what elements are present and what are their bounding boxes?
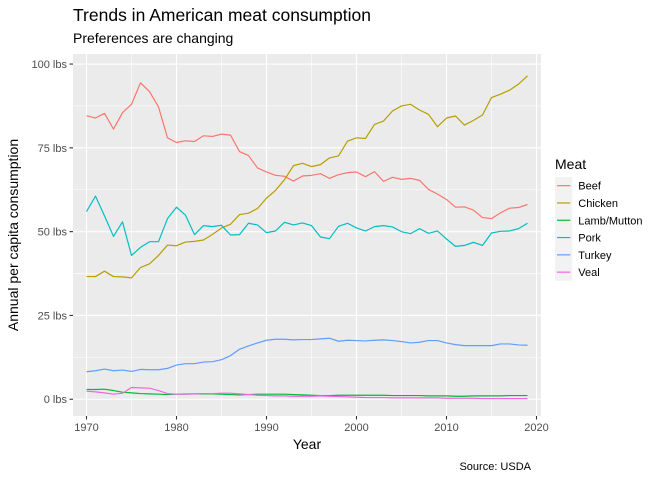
x-tick-label: 1990 [254,422,278,434]
series-line-beef [86,82,528,220]
series-line-veal [86,386,528,400]
minor-gridlines [73,54,541,416]
x-tick-label: 2020 [524,422,548,434]
legend-item-veal: Veal [555,263,600,281]
legend-label: Beef [578,181,602,193]
legend-items: Beef Chicken Lamb/Mutton Pork Turkey Veal [555,177,643,281]
legend-label: Pork [578,233,601,245]
legend-item-beef: Beef [555,177,602,195]
series-lines [85,75,528,400]
series-line-lamb-mutton [86,388,528,397]
chart-caption: Source: USDA [459,461,531,473]
x-tick-label: 1970 [74,422,98,434]
legend-label: Lamb/Mutton [578,215,642,227]
chart-title: Trends in American meat consumption [73,5,371,25]
series-line-turkey [86,337,528,373]
y-axis: 0 lbs 25 lbs 50 lbs 75 lbs 100 lbs [32,59,73,406]
legend-item-turkey: Turkey [555,246,612,264]
y-tick-label: 0 lbs [44,394,68,406]
major-gridlines [73,54,541,416]
legend-item-chicken: Chicken [555,194,618,212]
legend-label: Turkey [578,250,612,262]
legend-item-lamb-mutton: Lamb/Mutton [555,211,643,229]
y-tick-label: 75 lbs [38,143,68,155]
y-tick-label: 25 lbs [38,310,68,322]
legend-label: Veal [578,267,599,279]
plot-panel [73,54,541,416]
legend: Meat Beef Chicken Lamb/Mutton Pork Turkey Vea… [555,156,643,281]
legend-title: Meat [555,156,586,172]
x-axis: 1970 1980 1990 2000 2010 2020 [74,416,549,434]
x-tick-label: 2010 [434,422,458,434]
series-line-chicken [86,75,528,279]
y-axis-title: Annual per capita consumption [5,139,21,331]
y-tick-label: 50 lbs [38,227,68,239]
x-tick-label: 1980 [164,422,188,434]
x-axis-title: Year [293,436,322,452]
y-tick-label: 100 lbs [32,59,68,71]
chart-subtitle: Preferences are changing [73,30,233,46]
series-line-pork [85,195,528,257]
legend-label: Chicken [578,198,618,210]
legend-item-pork: Pork [555,228,601,247]
x-tick-label: 2000 [344,422,368,434]
